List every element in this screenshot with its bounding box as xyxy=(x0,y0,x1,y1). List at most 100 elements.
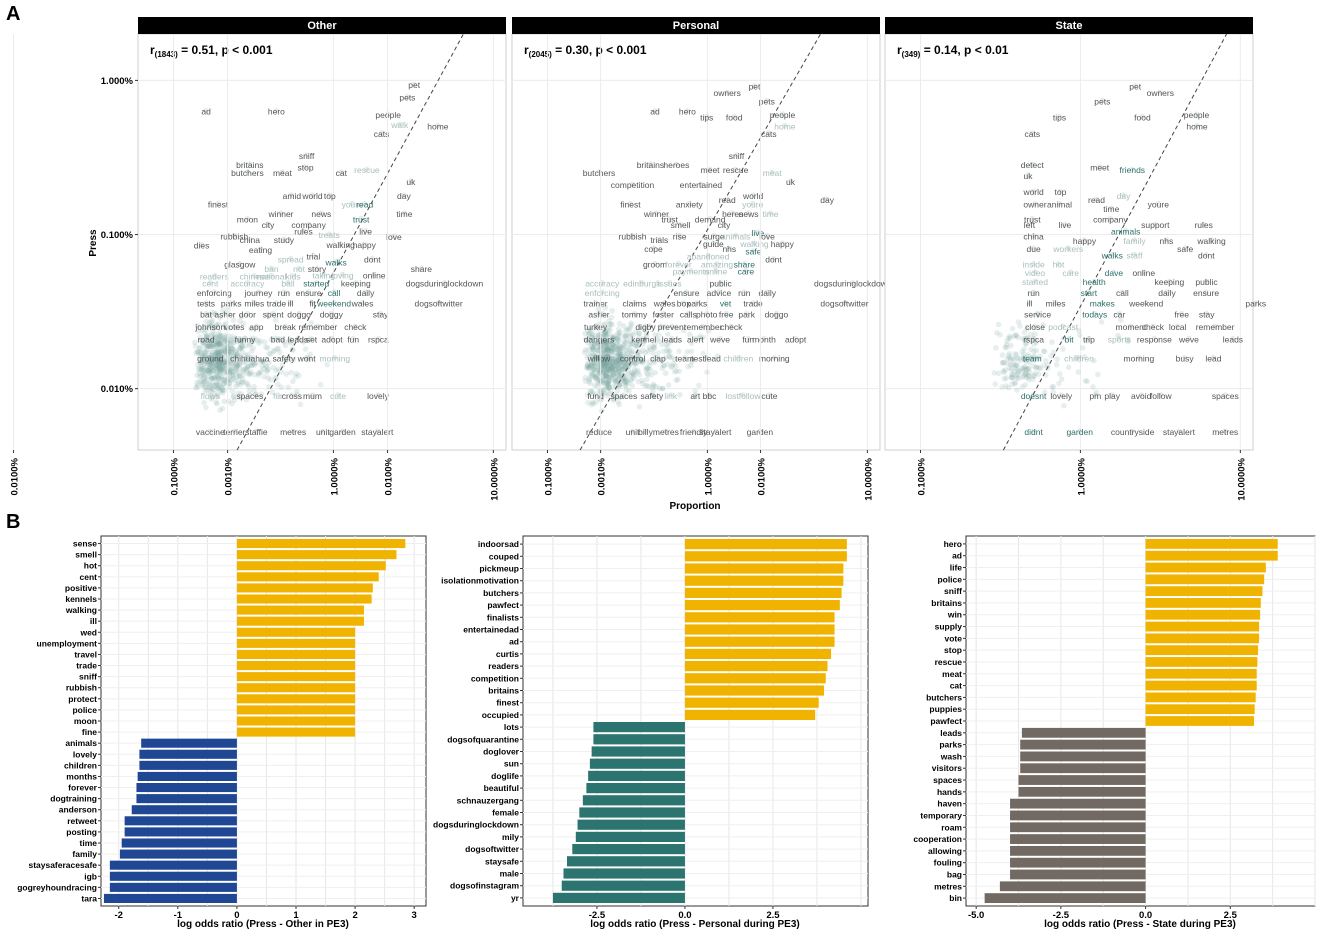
data-point xyxy=(219,374,225,381)
data-point xyxy=(623,365,630,372)
bar-indoorsad xyxy=(684,539,847,550)
bar-label-sniff: sniff xyxy=(944,586,962,596)
data-point xyxy=(617,351,624,357)
word-point xyxy=(750,248,757,254)
data-point xyxy=(242,359,248,366)
data-point xyxy=(218,353,225,360)
data-point xyxy=(278,369,285,375)
bar-label-stop: stop xyxy=(944,645,962,655)
word-point xyxy=(306,289,312,295)
data-point xyxy=(604,357,611,364)
word-point xyxy=(244,215,250,221)
data-point xyxy=(202,352,208,359)
data-point xyxy=(213,355,219,362)
bar-wed xyxy=(236,627,356,637)
word-label-world: world xyxy=(1022,187,1044,197)
data-point xyxy=(215,359,222,366)
data-point xyxy=(651,341,658,348)
data-point xyxy=(228,337,235,344)
data-point xyxy=(1076,327,1082,334)
data-point xyxy=(601,361,607,367)
word-label-day: day xyxy=(820,195,834,205)
data-point xyxy=(215,339,222,346)
data-point xyxy=(666,353,673,360)
data-point xyxy=(1006,354,1013,361)
data-point xyxy=(210,343,216,350)
data-point xyxy=(204,354,210,361)
word-point xyxy=(338,169,344,175)
facet-title: Personal xyxy=(673,20,719,32)
data-point xyxy=(211,382,218,388)
data-point xyxy=(219,366,226,373)
data-point xyxy=(604,340,610,346)
data-point xyxy=(1017,357,1024,364)
bar-label-finalists: finalists xyxy=(487,612,519,622)
data-point xyxy=(628,320,634,326)
data-point xyxy=(594,347,600,353)
data-point xyxy=(595,347,601,354)
data-point xyxy=(623,327,629,334)
data-point xyxy=(216,341,222,347)
bar-travel xyxy=(236,649,356,659)
data-point xyxy=(1041,389,1048,396)
bar-female xyxy=(579,807,685,818)
data-point xyxy=(243,396,250,403)
data-point xyxy=(999,384,1005,390)
data-point xyxy=(1035,311,1041,318)
word-label-spaces: spaces xyxy=(610,391,637,401)
word-point xyxy=(741,261,747,267)
data-point xyxy=(647,346,654,353)
word-label-spaces: spaces xyxy=(1212,391,1239,401)
data-point xyxy=(601,343,608,350)
bar-label-readers: readers xyxy=(488,661,519,671)
data-point xyxy=(704,369,710,376)
data-point xyxy=(671,368,678,375)
data-point xyxy=(606,384,612,391)
data-point xyxy=(590,361,596,368)
data-point xyxy=(605,354,612,360)
data-point xyxy=(606,384,612,390)
data-point xyxy=(650,358,657,364)
data-point xyxy=(206,380,213,387)
data-point xyxy=(218,348,224,355)
data-point xyxy=(603,345,610,351)
data-point xyxy=(230,369,236,376)
data-point xyxy=(1015,334,1021,341)
data-point xyxy=(635,342,641,348)
data-point xyxy=(201,374,207,381)
data-point xyxy=(598,396,605,403)
data-point xyxy=(677,392,683,398)
data-point xyxy=(593,354,600,361)
data-point xyxy=(602,363,608,370)
word-point xyxy=(288,255,294,261)
word-point xyxy=(281,289,287,295)
data-point xyxy=(204,333,210,340)
word-label-people: people xyxy=(1184,110,1210,120)
word-point xyxy=(723,300,729,306)
data-point xyxy=(208,369,214,376)
data-point xyxy=(200,368,207,374)
data-point xyxy=(208,385,214,392)
word-point xyxy=(265,221,271,227)
word-point xyxy=(704,310,710,316)
data-point xyxy=(585,360,591,367)
bar-gogreyhoundracing xyxy=(109,882,237,892)
data-point xyxy=(591,332,598,339)
data-point xyxy=(214,373,220,380)
data-point xyxy=(616,401,622,408)
data-point xyxy=(212,358,219,364)
bar-label-wash: wash xyxy=(940,751,962,761)
bar-label-tara: tara xyxy=(81,893,97,903)
word-point xyxy=(289,192,295,198)
data-point xyxy=(1084,378,1090,385)
data-point xyxy=(248,369,254,375)
data-point xyxy=(199,356,205,363)
word-label-started: started xyxy=(1022,277,1048,287)
data-point xyxy=(1014,387,1020,393)
word-label-lovely: lovely xyxy=(1050,391,1072,401)
data-point xyxy=(222,379,228,386)
word-point xyxy=(1032,200,1038,206)
word-point xyxy=(1099,300,1105,306)
data-point xyxy=(1003,341,1010,348)
data-point xyxy=(626,326,632,332)
